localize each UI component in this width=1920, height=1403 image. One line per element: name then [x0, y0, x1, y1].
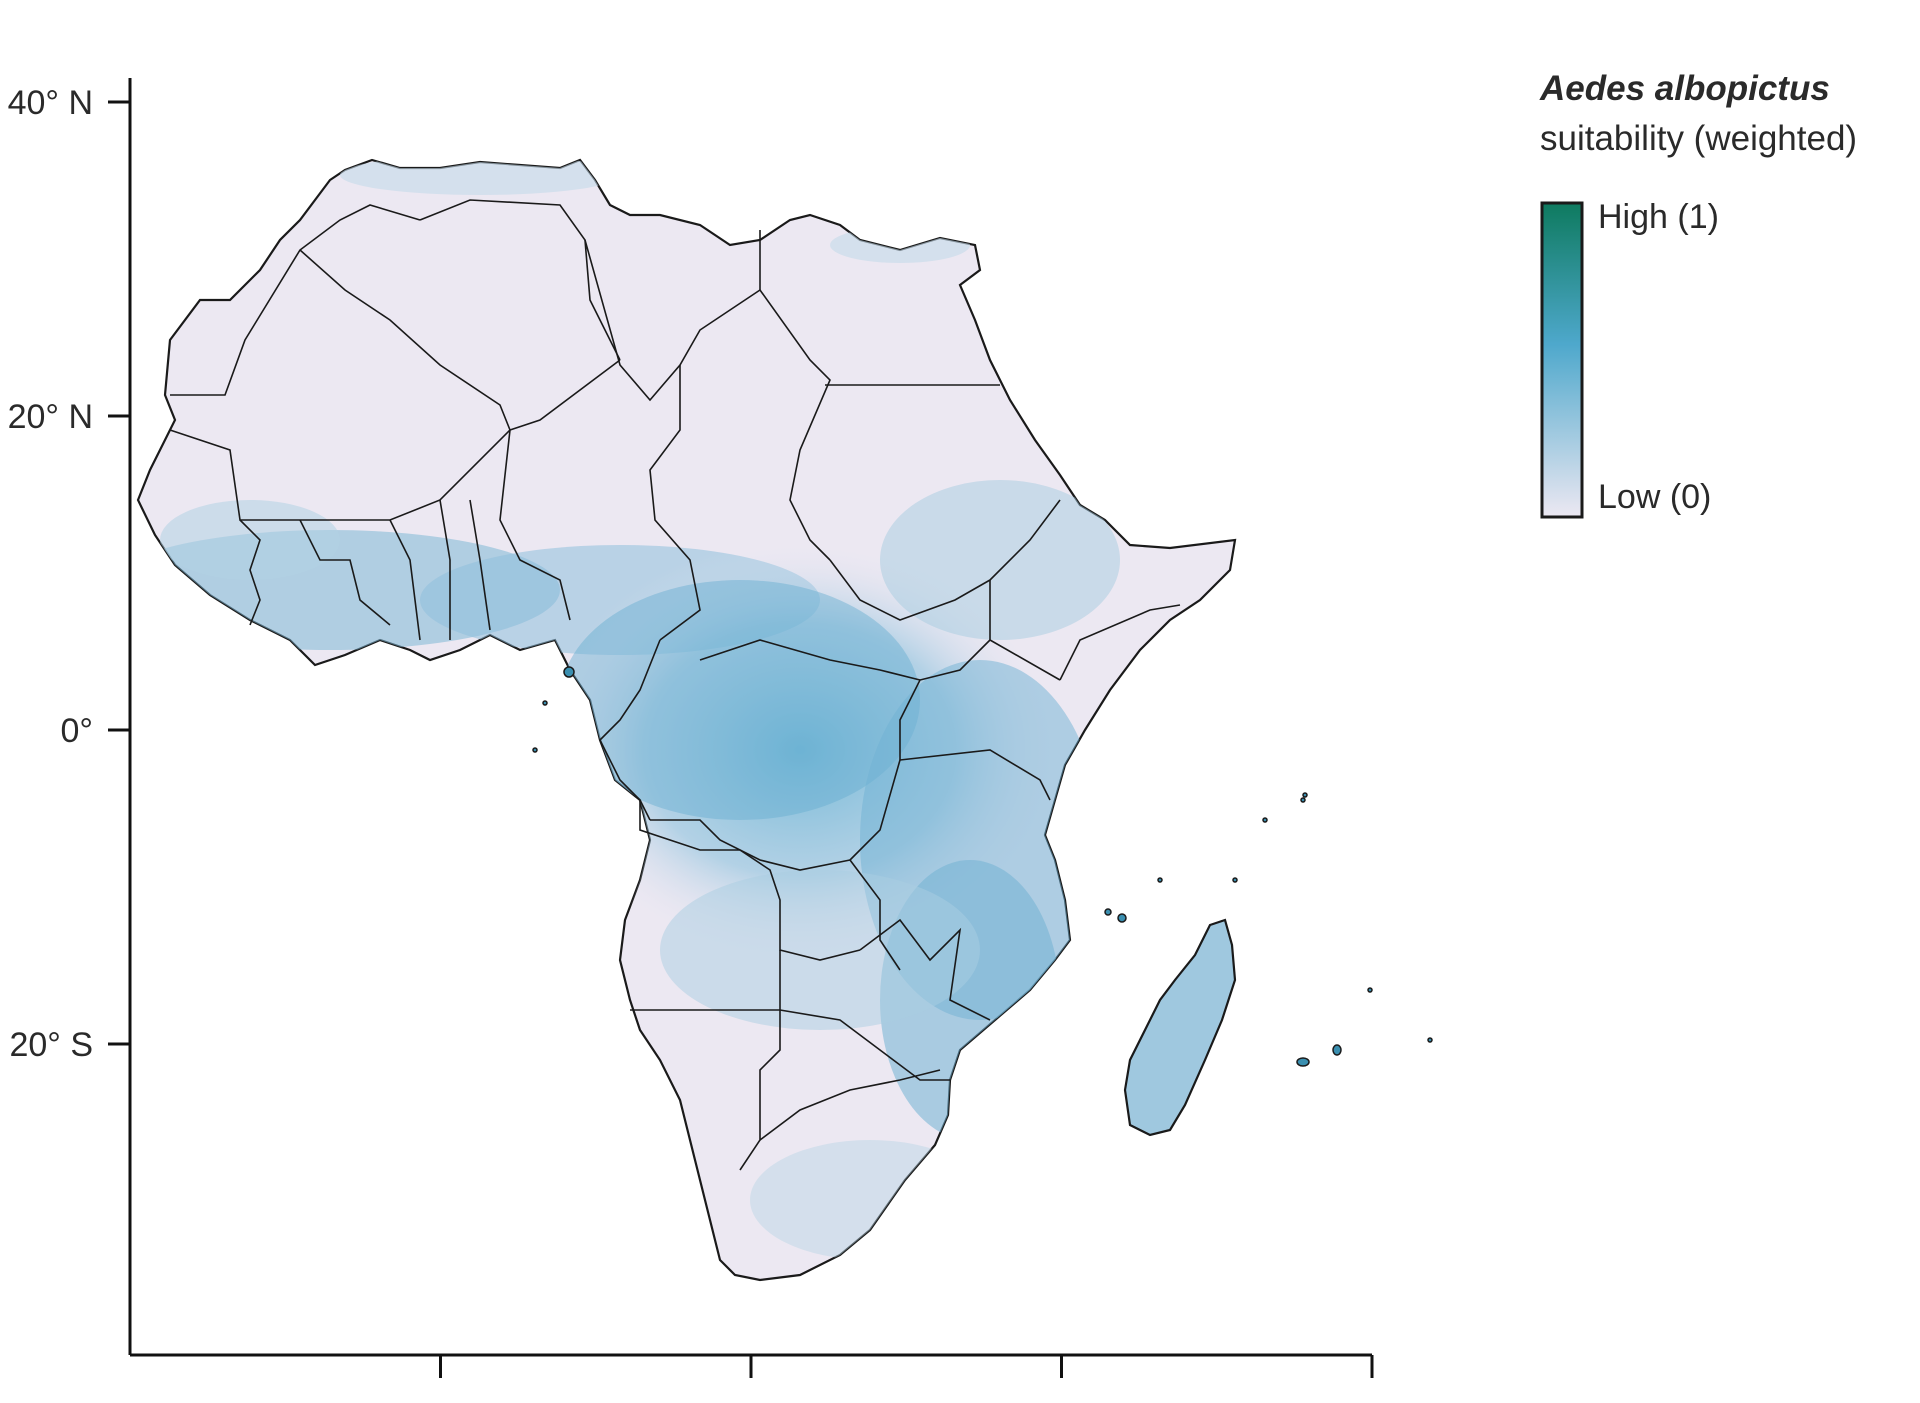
legend-color-bar	[1540, 201, 1584, 519]
y-tick-label: 0°	[60, 712, 93, 750]
legend-low-label: Low (0)	[1598, 478, 1711, 516]
country-borders	[169, 199, 1181, 1171]
legend-title-suitability: suitability (weighted)	[1540, 119, 1857, 158]
legend: Aedes albopictus suitability (weighted) …	[1539, 69, 1857, 519]
y-axis: 40° N 20° N 0° 20° S	[8, 78, 132, 1355]
x-ticks	[439, 1355, 1374, 1378]
small-islands	[532, 666, 1433, 1067]
y-tick-label: 40° N	[8, 84, 93, 122]
legend-title-species: Aedes albopictus	[1539, 69, 1830, 108]
y-ticks: 40° N 20° N 0° 20° S	[8, 84, 130, 1064]
y-tick-label: 20° N	[8, 398, 93, 436]
y-tick-label: 20° S	[9, 1026, 93, 1064]
madagascar	[1123, 918, 1237, 1137]
x-axis	[130, 1353, 1374, 1378]
legend-high-label: High (1)	[1598, 198, 1719, 236]
africa-landmass	[136, 158, 1237, 1282]
